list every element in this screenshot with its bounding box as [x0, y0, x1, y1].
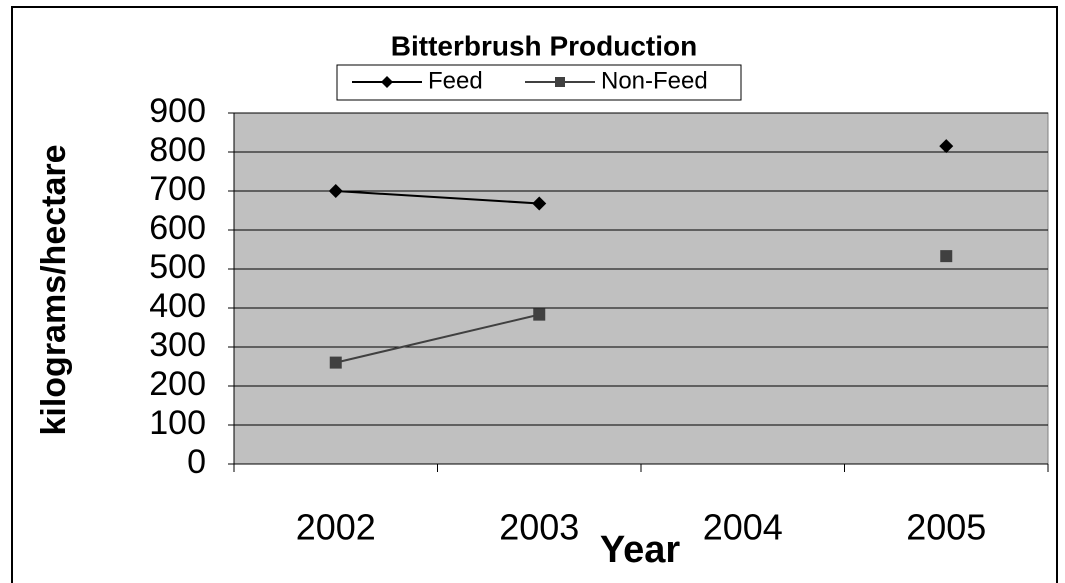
x-tick-label: 2004: [703, 507, 783, 548]
y-tick-label: 500: [149, 248, 206, 286]
y-tick-label: 900: [149, 92, 206, 130]
marker: [940, 250, 953, 263]
y-axis-label: kilograms/hectare: [35, 144, 73, 435]
marker: [532, 196, 547, 211]
y-tick-label: 100: [149, 404, 206, 442]
legend-marker: [555, 77, 565, 87]
y-tick-label: 200: [149, 365, 206, 403]
x-tick-label: 2005: [906, 507, 986, 548]
x-tick-label: 2003: [499, 507, 579, 548]
line: [335, 190, 540, 205]
legend-marker: [381, 76, 393, 88]
y-tick-label: 0: [187, 443, 206, 481]
y-tick-label: 800: [149, 131, 206, 169]
line: [335, 313, 540, 364]
marker: [939, 139, 954, 154]
chart-title: Bitterbrush Production: [391, 30, 697, 61]
marker: [329, 356, 342, 369]
y-tick-label: 300: [149, 326, 206, 364]
x-axis-label: Year: [600, 529, 681, 571]
y-tick-label: 600: [149, 209, 206, 247]
plot-area: [233, 112, 1049, 465]
y-tick-label: 700: [149, 170, 206, 208]
x-tick-label: 2002: [296, 507, 376, 548]
legend-label: Feed: [428, 67, 483, 94]
legend-label: Non-Feed: [601, 67, 708, 94]
marker: [328, 184, 343, 198]
y-tick-label: 400: [149, 287, 206, 325]
marker: [533, 308, 546, 321]
